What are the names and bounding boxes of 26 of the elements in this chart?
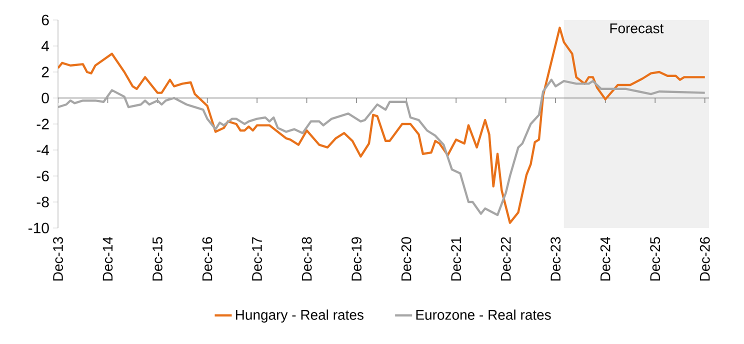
x-tick-label: Dec-15 xyxy=(152,237,162,280)
x-tick-label: Dec-23 xyxy=(550,237,561,280)
x-tick-label: Dec-25 xyxy=(650,237,660,280)
y-tick-label: -8 xyxy=(36,196,49,208)
x-tick-label: Dec-21 xyxy=(451,237,462,280)
y-tick-label: -2 xyxy=(36,118,49,130)
x-tick-label: Dec-19 xyxy=(352,237,362,280)
y-tick-label: 2 xyxy=(42,66,49,78)
x-tick-label: Dec-22 xyxy=(500,237,511,280)
x-tick-label: Dec-16 xyxy=(202,237,212,280)
legend-label: Eurozone - Real rates xyxy=(416,310,551,320)
y-tick-label: 4 xyxy=(41,40,50,52)
x-tick-label: Dec-17 xyxy=(252,237,262,280)
x-tick-label: Dec-13 xyxy=(53,237,63,280)
legend-label: Hungary - Real rates xyxy=(236,310,364,323)
x-tick-label: Dec-14 xyxy=(102,236,113,280)
y-tick-label: -10 xyxy=(28,222,49,234)
x-tick-label: Dec-18 xyxy=(302,237,312,280)
y-tick-label: 6 xyxy=(42,14,49,26)
x-tick-label: Dec-26 xyxy=(700,237,710,280)
y-tick-label: 0 xyxy=(42,92,49,104)
band-label: Forecast xyxy=(610,24,664,34)
y-tick-label: -4 xyxy=(36,144,50,156)
y-tick-label: -6 xyxy=(36,170,49,182)
x-tick-label: Dec-24 xyxy=(600,236,610,280)
x-tick-label: Dec-20 xyxy=(401,237,412,280)
